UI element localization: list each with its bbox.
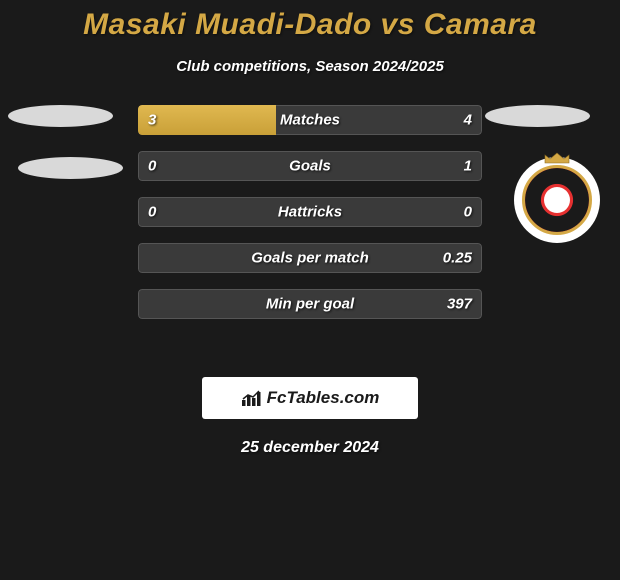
stat-value-left: 0 <box>148 204 156 221</box>
stat-row-min-per-goal: Min per goal 397 <box>138 289 482 319</box>
stat-value-right: 1 <box>464 158 472 175</box>
stat-value-right: 0 <box>464 204 472 221</box>
main-comparison-area: 3 Matches 4 0 Goals 1 0 Hattricks 0 <box>0 105 620 365</box>
player-left-badge-placeholder-1 <box>8 105 113 127</box>
stat-value-left: 3 <box>148 112 156 129</box>
stat-value-right: 4 <box>464 112 472 129</box>
stat-label: Goals <box>289 158 331 175</box>
snapshot-date: 25 december 2024 <box>0 439 620 457</box>
stat-label: Goals per match <box>251 250 369 267</box>
stat-row-goals: 0 Goals 1 <box>138 151 482 181</box>
stat-value-right: 0.25 <box>443 250 472 267</box>
crown-icon <box>543 151 571 165</box>
player-right-badge-placeholder <box>485 105 590 127</box>
player-left-badge-placeholder-2 <box>18 157 123 179</box>
stat-label: Hattricks <box>278 204 342 221</box>
stat-bars-column: 3 Matches 4 0 Goals 1 0 Hattricks 0 <box>138 105 482 335</box>
stat-row-matches: 3 Matches 4 <box>138 105 482 135</box>
branding-text: FcTables.com <box>267 388 380 408</box>
team-crest-right <box>514 157 600 243</box>
stat-row-goals-per-match: Goals per match 0.25 <box>138 243 482 273</box>
infographic-container: Masaki Muadi-Dado vs Camara Club competi… <box>0 0 620 457</box>
stat-value-right: 397 <box>447 296 472 313</box>
crest-lion-icon <box>544 187 570 213</box>
bar-fill-left <box>138 105 276 135</box>
stat-row-hattricks: 0 Hattricks 0 <box>138 197 482 227</box>
branding-badge: FcTables.com <box>202 377 418 419</box>
comparison-title: Masaki Muadi-Dado vs Camara <box>0 8 620 42</box>
season-subtitle: Club competitions, Season 2024/2025 <box>0 58 620 75</box>
stat-value-left: 0 <box>148 158 156 175</box>
bar-chart-icon <box>241 389 263 407</box>
stat-label: Matches <box>280 112 340 129</box>
stat-label: Min per goal <box>266 296 354 313</box>
crest-inner-shield <box>522 165 592 235</box>
